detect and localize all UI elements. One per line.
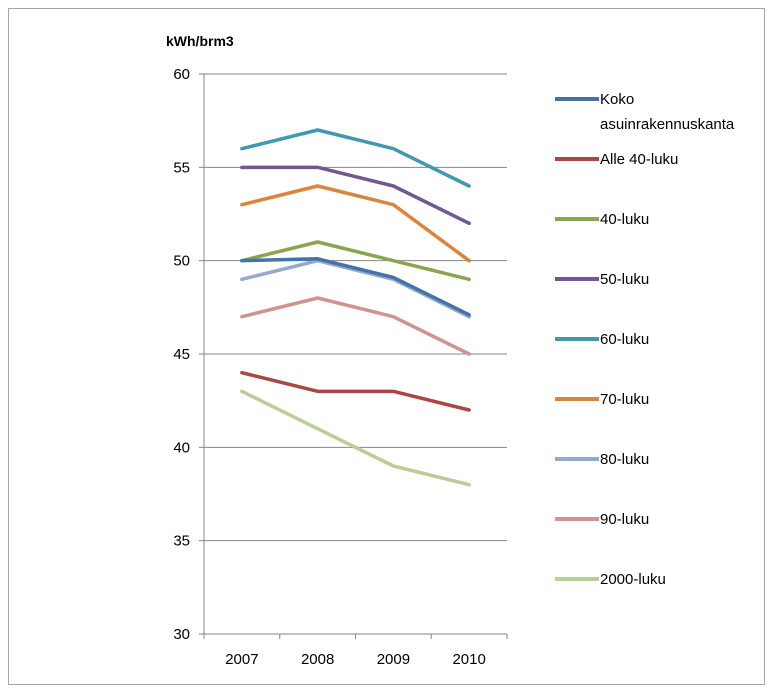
- series-line: [240, 389, 471, 487]
- series-line: [240, 370, 471, 412]
- axes: [199, 73, 508, 639]
- y-tick-label: 40: [173, 439, 190, 456]
- legend-label: Koko: [600, 91, 634, 108]
- series-line: [240, 184, 471, 263]
- legend-label: 2000-luku: [600, 571, 666, 588]
- y-tick-label: 35: [173, 533, 190, 550]
- legend-label: 40-luku: [600, 211, 649, 228]
- y-tick-labels: 30 35 40 45 50 55 60: [173, 66, 190, 643]
- x-tick-label: 2007: [225, 651, 258, 668]
- x-tick-label: 2009: [377, 651, 410, 668]
- series-line: [240, 165, 471, 226]
- legend-label: asuinrakennuskanta: [600, 116, 735, 133]
- x-tick-label: 2008: [301, 651, 334, 668]
- series-line: [240, 240, 471, 282]
- legend-label: Alle 40-luku: [600, 151, 678, 168]
- y-tick-label: 45: [173, 346, 190, 363]
- series-line: [240, 296, 471, 356]
- legend-label: 50-luku: [600, 271, 649, 288]
- legend-label: 70-luku: [600, 391, 649, 408]
- legend: Koko asuinrakennuskanta Alle 40-luku 40-luk…: [555, 91, 735, 588]
- x-tick-label: 2010: [452, 651, 485, 668]
- legend-label: 90-luku: [600, 511, 649, 528]
- series-line: [240, 257, 471, 317]
- y-tick-label: 30: [173, 626, 190, 643]
- y-tick-label: 55: [173, 159, 190, 176]
- y-tick-label: 60: [173, 66, 190, 83]
- legend-label: 60-luku: [600, 331, 649, 348]
- x-tick-labels: 2007 2008 2009 2010: [225, 651, 486, 668]
- chart-frame: [8, 8, 765, 685]
- series-lines: [240, 128, 471, 487]
- y-tick-label: 50: [173, 253, 190, 270]
- legend-label: 80-luku: [600, 451, 649, 468]
- y-unit-label: kWh/brm3: [166, 33, 234, 49]
- series-line: [240, 128, 471, 188]
